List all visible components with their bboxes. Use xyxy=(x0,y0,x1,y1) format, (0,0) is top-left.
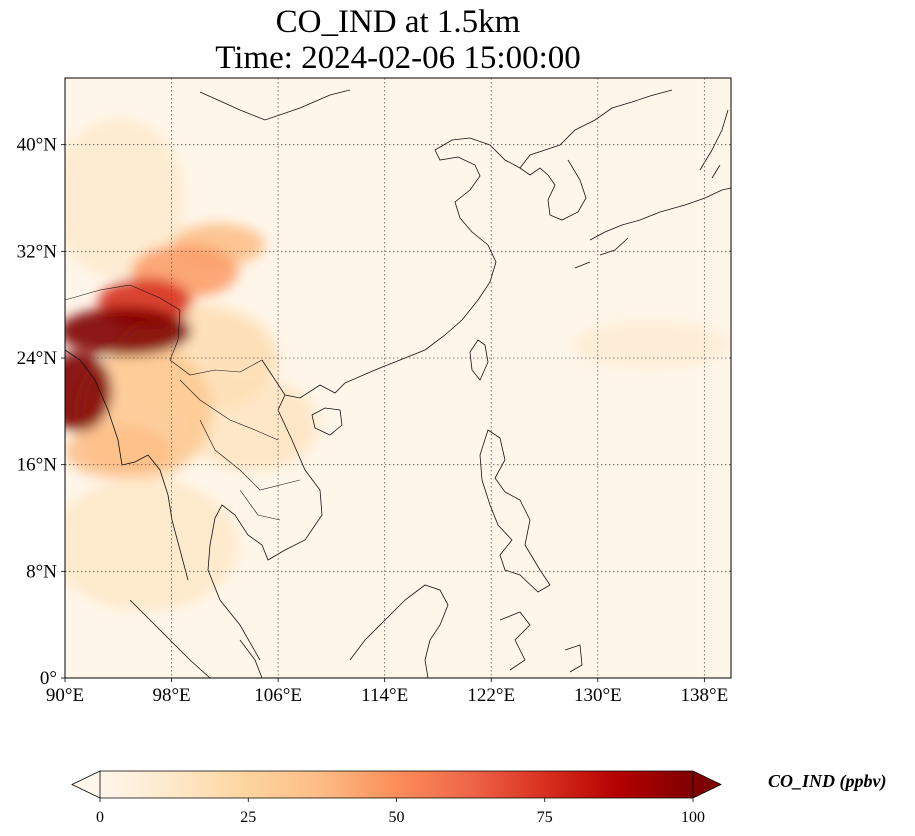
coastline-borneo xyxy=(349,584,449,678)
co-plume xyxy=(65,307,192,356)
y-tick-label: 32°N xyxy=(17,241,58,262)
co-plume xyxy=(65,478,239,612)
co-plume xyxy=(65,351,112,432)
colorbar-tick-label: 25 xyxy=(240,809,256,826)
coastline-sumatra xyxy=(129,599,263,678)
map-title: CO_IND at 1.5km xyxy=(275,4,521,40)
coastline-philippines xyxy=(479,429,551,593)
colorbar-ticks: 0 25 50 75 100 xyxy=(96,798,705,826)
y-tick-label: 0° xyxy=(40,668,57,689)
y-tick-label: 8°N xyxy=(26,561,57,582)
x-tick-label: 90°E xyxy=(46,685,84,706)
co-plume xyxy=(65,424,172,479)
colorbar-tick-label: 75 xyxy=(537,809,553,826)
co-concentration-field xyxy=(65,118,731,612)
x-tick-label: 130°E xyxy=(574,685,622,706)
colorbar-tick-label: 100 xyxy=(681,809,705,826)
coastline-northeast xyxy=(519,89,673,169)
coastline-indochina xyxy=(207,394,323,661)
coastline-japan xyxy=(574,109,731,269)
map-subtitle-time: Time: 2024-02-06 15:00:00 xyxy=(215,40,581,76)
x-tick-label: 98°E xyxy=(152,685,190,706)
coastline-hainan xyxy=(311,407,343,436)
y-tick-label: 24°N xyxy=(17,348,58,369)
country-borders xyxy=(65,284,301,521)
colorbar-tick-label: 50 xyxy=(389,809,405,826)
x-tick-label: 114°E xyxy=(361,685,408,706)
gridlines xyxy=(65,78,731,678)
co-plume xyxy=(571,320,731,369)
map-axes: 90°E 98°E 106°E 114°E 122°E 130°E 138°E 0° 8°N 16… xyxy=(17,135,729,706)
co-plume xyxy=(65,118,185,278)
x-tick-label: 138°E xyxy=(681,685,729,706)
colorbar-tick-label: 0 xyxy=(96,809,104,826)
coastline-taiwan xyxy=(469,339,489,381)
colorbar-extend-max xyxy=(692,770,722,799)
x-tick-label: 122°E xyxy=(467,685,515,706)
coastline-myanmar xyxy=(65,349,189,581)
colorbar: 0 25 50 75 100 xyxy=(71,770,722,826)
coastlines xyxy=(65,89,731,678)
map-area[interactable] xyxy=(45,78,731,678)
colorbar-extend-min xyxy=(71,770,101,799)
x-tick-label: 106°E xyxy=(254,685,302,706)
coastline-sulawesi xyxy=(499,611,583,673)
coastline-north xyxy=(199,89,351,121)
coastline-china-east xyxy=(261,137,549,399)
map-frame xyxy=(64,77,732,679)
y-tick-label: 16°N xyxy=(17,455,58,476)
colorbar-label: CO_IND (ppbv) xyxy=(768,771,887,791)
coastline-korea xyxy=(547,159,587,221)
y-tick-label: 40°N xyxy=(17,135,58,156)
colorbar-gradient xyxy=(100,771,693,798)
